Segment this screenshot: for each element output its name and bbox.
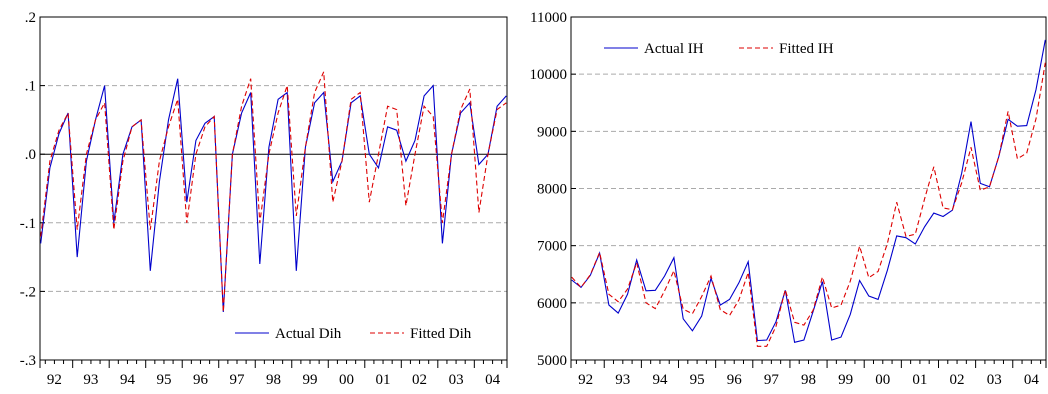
x-tick-label: 96 xyxy=(193,372,209,388)
series-line-fitted xyxy=(40,71,507,313)
x-tick-label: 04 xyxy=(1024,372,1040,388)
x-tick-label: 99 xyxy=(303,372,318,388)
y-tick-label: -.3 xyxy=(20,353,36,369)
x-tick-label: 04 xyxy=(485,372,501,388)
x-tick-label: 92 xyxy=(47,372,62,388)
legend-label: Fitted Dih xyxy=(410,326,472,342)
x-tick-label: 00 xyxy=(339,372,354,388)
x-tick-label: 93 xyxy=(83,372,98,388)
x-tick-label: 02 xyxy=(950,372,965,388)
x-tick-label: 03 xyxy=(449,372,464,388)
y-tick-label: .0 xyxy=(25,147,36,163)
x-tick-label: 95 xyxy=(690,372,705,388)
x-tick-label: 97 xyxy=(229,372,245,388)
y-tick-label: .1 xyxy=(25,79,36,95)
x-tick-label: 98 xyxy=(266,372,281,388)
y-tick-label: 5000 xyxy=(537,353,567,369)
chart-ih-panel: 11000 10000 9000 8000 7000 6000 5000 92 93 94 95 96… xyxy=(530,10,1047,388)
y-tick-label: .2 xyxy=(25,10,36,26)
plot-frame xyxy=(39,16,508,361)
x-tick-label: 95 xyxy=(156,372,171,388)
series-line-actual xyxy=(571,39,1046,343)
x-tick-label: 94 xyxy=(120,372,136,388)
series-line-actual xyxy=(40,78,507,313)
x-tick-label: 97 xyxy=(764,372,780,388)
x-tick-label: 94 xyxy=(652,372,668,388)
y-tick-label: 6000 xyxy=(537,296,567,312)
x-tick-label: 92 xyxy=(578,372,593,388)
x-tick-label: 00 xyxy=(875,372,890,388)
x-tick-label: 01 xyxy=(376,372,391,388)
x-tick-label: 01 xyxy=(912,372,927,388)
x-tick-label: 96 xyxy=(727,372,743,388)
series-line-fitted xyxy=(571,62,1046,347)
y-tick-label: -.2 xyxy=(20,284,36,300)
y-tick-label: -.1 xyxy=(20,216,36,232)
y-tick-label: 10000 xyxy=(530,67,568,83)
y-tick-label: 11000 xyxy=(530,10,567,26)
legend-label: Actual Dih xyxy=(275,326,342,342)
x-tick-label: 02 xyxy=(412,372,427,388)
legend-label: Fitted IH xyxy=(779,41,834,57)
y-tick-label: 7000 xyxy=(537,239,567,255)
x-tick-label: 99 xyxy=(838,372,853,388)
legend-label: Actual IH xyxy=(644,41,704,57)
y-tick-label: 8000 xyxy=(537,182,567,198)
y-tick-label: 9000 xyxy=(537,124,567,140)
chart-dih-panel: .2 .1 .0 -.1 -.2 -.3 92 93 94 95 96 97 98 99 00 01 02 03 0… xyxy=(20,10,508,388)
x-tick-label: 98 xyxy=(801,372,816,388)
x-tick-label: 03 xyxy=(987,372,1002,388)
x-tick-label: 93 xyxy=(615,372,630,388)
